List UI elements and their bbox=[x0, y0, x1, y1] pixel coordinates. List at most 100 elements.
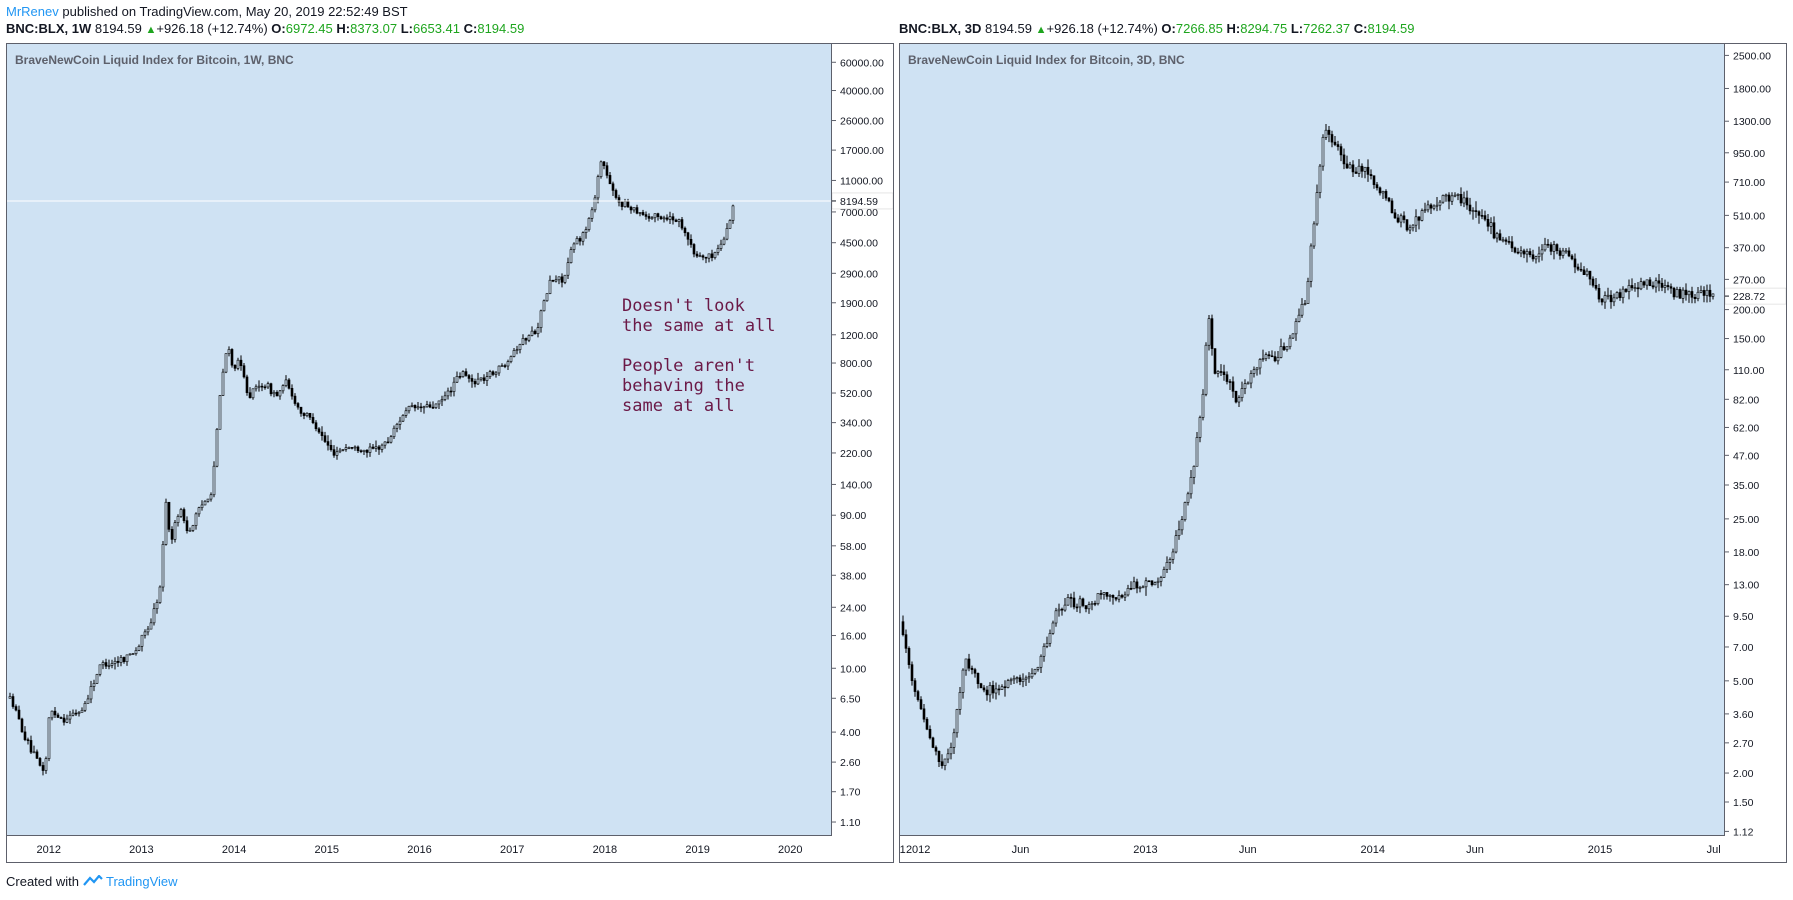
left-candle-body bbox=[410, 405, 414, 407]
right-candle-body bbox=[1054, 610, 1058, 624]
right-candle-body bbox=[1285, 346, 1289, 350]
left-candle-body bbox=[245, 376, 249, 393]
right-candle-body bbox=[1018, 677, 1022, 682]
left-candle-body bbox=[641, 212, 645, 215]
left-candle-body bbox=[77, 712, 81, 714]
right-candle-body bbox=[1216, 371, 1220, 374]
right-candle-body bbox=[1351, 164, 1355, 173]
left-last: 8194.59 bbox=[94, 21, 142, 36]
left-price-axis[interactable]: 60000.00 40000.00 26000.00 17000.00 11000.00… bbox=[831, 44, 894, 836]
author-link[interactable]: MrRenev bbox=[6, 4, 59, 19]
left-candle-body bbox=[290, 388, 294, 397]
right-candle-body bbox=[1312, 223, 1316, 247]
left-ytick-label: 7000.00 bbox=[840, 207, 878, 219]
right-candle-body bbox=[1444, 194, 1448, 197]
right-candle-body bbox=[967, 658, 971, 669]
right-candle-body bbox=[1075, 606, 1079, 609]
left-candle-body bbox=[329, 444, 333, 450]
right-candle-body bbox=[1579, 268, 1583, 271]
right-candle-body bbox=[1306, 281, 1310, 304]
right-candle-body bbox=[1333, 141, 1337, 145]
left-candle-body bbox=[701, 255, 705, 258]
right-ytick-label: 35.00 bbox=[1733, 480, 1759, 492]
left-candle-body bbox=[512, 350, 516, 357]
left-ytick-label: 10.00 bbox=[840, 663, 866, 675]
right-candle-body bbox=[1621, 288, 1625, 299]
right-candle-body bbox=[1393, 212, 1397, 219]
right-candle-body bbox=[1441, 195, 1445, 203]
left-candle-body bbox=[368, 446, 372, 453]
right-candle-body bbox=[1186, 493, 1190, 503]
right-candle-body bbox=[1483, 215, 1487, 220]
right-ohlc: BNC:BLX, 3D 8194.59 ▲+926.18 (+12.74%) O… bbox=[899, 21, 1414, 38]
right-ytick-label: 82.00 bbox=[1733, 394, 1759, 406]
right-candle-body bbox=[913, 680, 917, 692]
right-candle-body bbox=[1114, 597, 1118, 600]
left-candle-body bbox=[548, 279, 552, 294]
right-candle-body bbox=[1438, 201, 1442, 206]
left-candle-body bbox=[485, 376, 489, 381]
right-candle-body bbox=[1411, 224, 1415, 229]
left-xtick-label: 2015 bbox=[315, 844, 339, 856]
right-candle-body bbox=[1633, 287, 1637, 290]
right-candle-body bbox=[1021, 678, 1025, 682]
left-xtick-label: 2013 bbox=[129, 844, 153, 856]
left-candle-body bbox=[311, 417, 315, 424]
right-price-axis[interactable]: 2500.00 1800.00 1300.00 950.00 710.00 510.00 3… bbox=[1724, 44, 1787, 838]
right-candle-body bbox=[1309, 245, 1313, 282]
left-candle-body bbox=[59, 717, 63, 719]
right-last: 8194.59 bbox=[984, 21, 1032, 36]
left-candle-body bbox=[224, 353, 228, 373]
right-candle-body bbox=[1300, 303, 1304, 316]
right-candle-body bbox=[1576, 266, 1580, 270]
left-ytick-label: 1200.00 bbox=[840, 330, 878, 342]
right-plot-area[interactable]: BraveNewCoin Liquid Index for Bitcoin, 3… bbox=[900, 44, 1725, 836]
left-candle-body bbox=[719, 243, 723, 249]
right-candle-body bbox=[1051, 622, 1055, 634]
right-price-chart bbox=[901, 123, 1715, 771]
right-candle-body bbox=[1468, 204, 1472, 212]
right-candle-body bbox=[940, 761, 944, 766]
left-candle-body bbox=[626, 201, 630, 208]
right-candle-body bbox=[1678, 289, 1682, 299]
left-time-axis[interactable]: 2012 2013 2014 2015 2016 2017 2018 2019 2020 bbox=[7, 835, 832, 862]
right-candle-body bbox=[1489, 222, 1493, 227]
right-chart-panel[interactable]: BraveNewCoin Liquid Index for Bitcoin, 3… bbox=[894, 43, 1787, 863]
left-candle-body bbox=[182, 509, 186, 521]
left-symbol: BNC:BLX, 1W bbox=[6, 21, 92, 36]
right-candle-body bbox=[1399, 215, 1403, 223]
left-candle-body bbox=[632, 207, 636, 211]
right-time-axis[interactable]: 112012 Jun 2013 Jun 2014 Jun 2015 Jul bbox=[894, 835, 1725, 862]
left-candle-body bbox=[239, 359, 243, 367]
tradingview-link[interactable]: TradingView bbox=[106, 874, 178, 889]
left-candle-body bbox=[194, 513, 198, 526]
right-candle-body bbox=[1252, 369, 1256, 374]
left-plot-area[interactable]: BraveNewCoin Liquid Index for Bitcoin, 1… bbox=[7, 44, 832, 836]
left-candle-body bbox=[614, 190, 618, 198]
left-candle-body bbox=[623, 201, 627, 207]
right-candle-body bbox=[1087, 604, 1091, 610]
right-candle-body bbox=[1672, 287, 1676, 298]
left-candle-body bbox=[95, 674, 99, 684]
left-candles bbox=[8, 160, 735, 776]
right-candle-body bbox=[1165, 562, 1169, 570]
right-candle-body bbox=[1429, 204, 1433, 209]
right-candle-body bbox=[985, 689, 989, 696]
right-candle-body bbox=[1591, 278, 1595, 286]
left-candle-body bbox=[185, 520, 189, 532]
right-candle-body bbox=[1234, 390, 1238, 403]
right-candle-body bbox=[1558, 250, 1562, 256]
right-candle-body bbox=[1015, 677, 1019, 679]
right-candle-body bbox=[1675, 289, 1679, 298]
left-ytick-label: 60000.00 bbox=[840, 57, 884, 69]
left-ytick-label: 17000.00 bbox=[840, 145, 884, 157]
left-candle-body bbox=[377, 446, 381, 450]
footer: Created with TradingView bbox=[6, 874, 178, 889]
left-candle-body bbox=[458, 376, 462, 378]
left-xtick-label: 2019 bbox=[685, 844, 709, 856]
right-candle-body bbox=[1603, 295, 1607, 303]
left-candle-body bbox=[251, 388, 255, 399]
publish-info: published on TradingView.com, May 20, 20… bbox=[62, 4, 408, 19]
right-candle-body bbox=[1495, 233, 1499, 239]
left-chart-panel[interactable]: BraveNewCoin Liquid Index for Bitcoin, 1… bbox=[6, 43, 894, 863]
